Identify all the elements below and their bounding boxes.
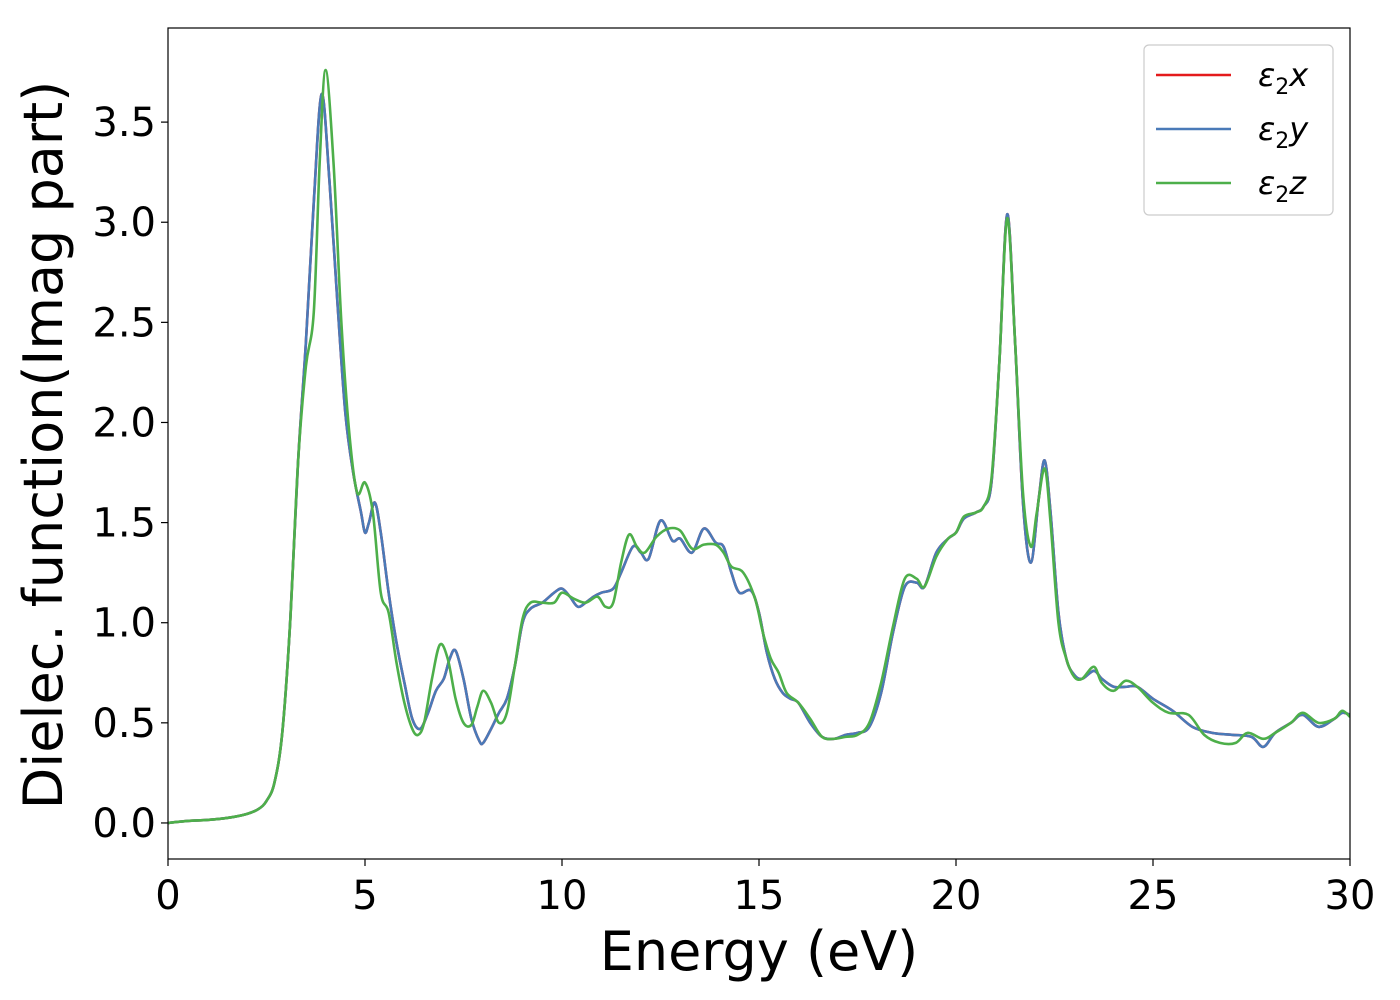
y-tick-label: 0.0 (92, 801, 156, 847)
x-tick-label: 5 (352, 873, 377, 919)
y-tick-label: 1.0 (92, 601, 156, 647)
x-tick-label: 30 (1325, 873, 1376, 919)
legend-box (1143, 44, 1334, 216)
y-tick-label: 2.0 (92, 400, 156, 446)
x-tick-label: 15 (734, 873, 785, 919)
legend-label-y: ε2y (1258, 110, 1309, 154)
y-tick-label: 0.5 (92, 701, 156, 747)
legend: ε2x ε2y ε2z (1143, 44, 1334, 216)
y-tick-label: 2.5 (92, 300, 156, 346)
legend-label-z: ε2z (1258, 164, 1307, 208)
x-axis-title: Energy (eV) (600, 920, 919, 983)
y-tick-label: 3.0 (92, 200, 156, 246)
x-axis: 0 5 10 15 20 25 30 (155, 859, 1375, 919)
y-tick-label: 1.5 (92, 501, 156, 547)
legend-label-x: ε2x (1258, 56, 1309, 100)
x-tick-label: 0 (155, 873, 180, 919)
x-tick-label: 10 (537, 873, 588, 919)
x-tick-label: 25 (1128, 873, 1179, 919)
y-axis-title: Dielec. function(Imag part) (12, 81, 75, 810)
series-line-z (168, 68, 1350, 825)
y-tick-label: 3.5 (92, 100, 156, 146)
y-axis: 0.0 0.5 1.0 1.5 2.0 2.5 3.0 3.5 (92, 100, 168, 847)
series-layer (168, 68, 1350, 825)
x-tick-label: 20 (931, 873, 982, 919)
